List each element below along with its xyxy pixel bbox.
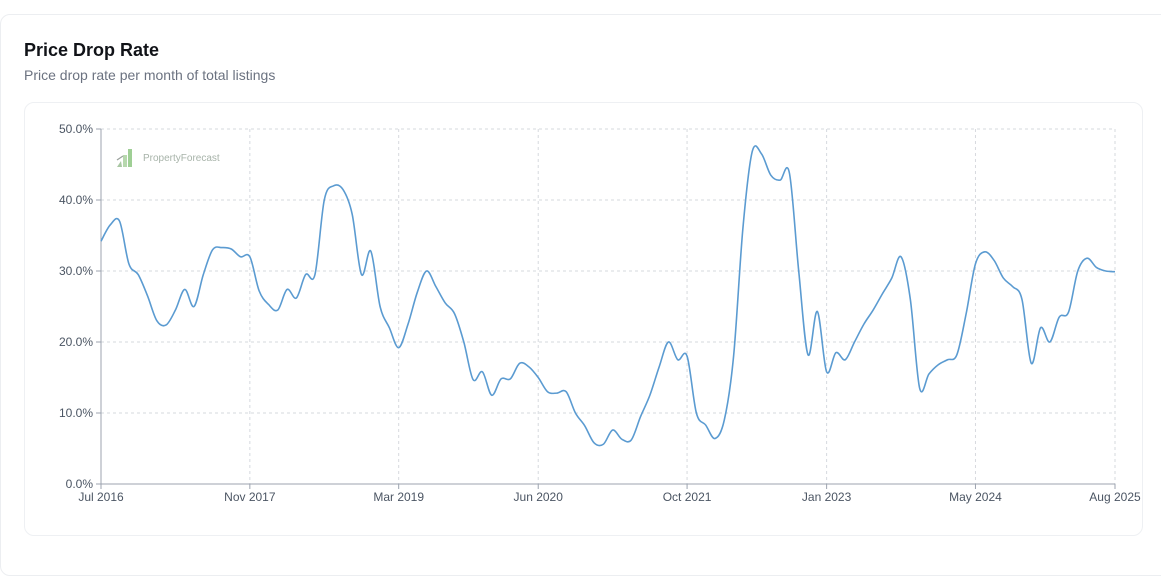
y-tick-label: 40.0% bbox=[59, 193, 93, 207]
chart-subtitle: Price drop rate per month of total listi… bbox=[24, 67, 276, 83]
chart-title: Price Drop Rate bbox=[24, 40, 160, 60]
x-tick-label: Mar 2019 bbox=[373, 490, 424, 504]
x-tick-label: Aug 2025 bbox=[1089, 490, 1141, 504]
line-chart: 0.0% 10.0% 20.0% 30.0% 40.0% 50.0% Jul 2016 No… bbox=[59, 122, 1141, 504]
x-tick-label: Nov 2017 bbox=[224, 490, 276, 504]
grid-lines bbox=[101, 128, 1116, 484]
y-tick-label: 0.0% bbox=[66, 477, 94, 491]
x-tick-label: Oct 2021 bbox=[663, 490, 712, 504]
x-tick-label: Jan 2023 bbox=[802, 490, 852, 504]
y-tick-label: 30.0% bbox=[59, 264, 93, 278]
x-tick-label: Jun 2020 bbox=[514, 490, 564, 504]
x-tick-label: May 2024 bbox=[949, 490, 1002, 504]
y-tick-label: 20.0% bbox=[59, 335, 93, 349]
y-axis-labels: 0.0% 10.0% 20.0% 30.0% 40.0% 50.0% bbox=[59, 122, 93, 491]
chart-area: 0.0% 10.0% 20.0% 30.0% 40.0% 50.0% Jul 2016 No… bbox=[24, 102, 1143, 536]
y-tick-label: 50.0% bbox=[59, 122, 93, 136]
x-axis-labels: Jul 2016 Nov 2017 Mar 2019 Jun 2020 Oct 2021… bbox=[78, 490, 1141, 504]
watermark-text: PropertyForecast bbox=[143, 153, 220, 164]
property-forecast-watermark: PropertyForecast bbox=[116, 149, 220, 167]
axes bbox=[96, 128, 1116, 489]
y-tick-label: 10.0% bbox=[59, 406, 93, 420]
x-tick-label: Jul 2016 bbox=[78, 490, 124, 504]
series-line bbox=[100, 145, 1116, 447]
property-forecast-logo-icon bbox=[116, 149, 132, 167]
